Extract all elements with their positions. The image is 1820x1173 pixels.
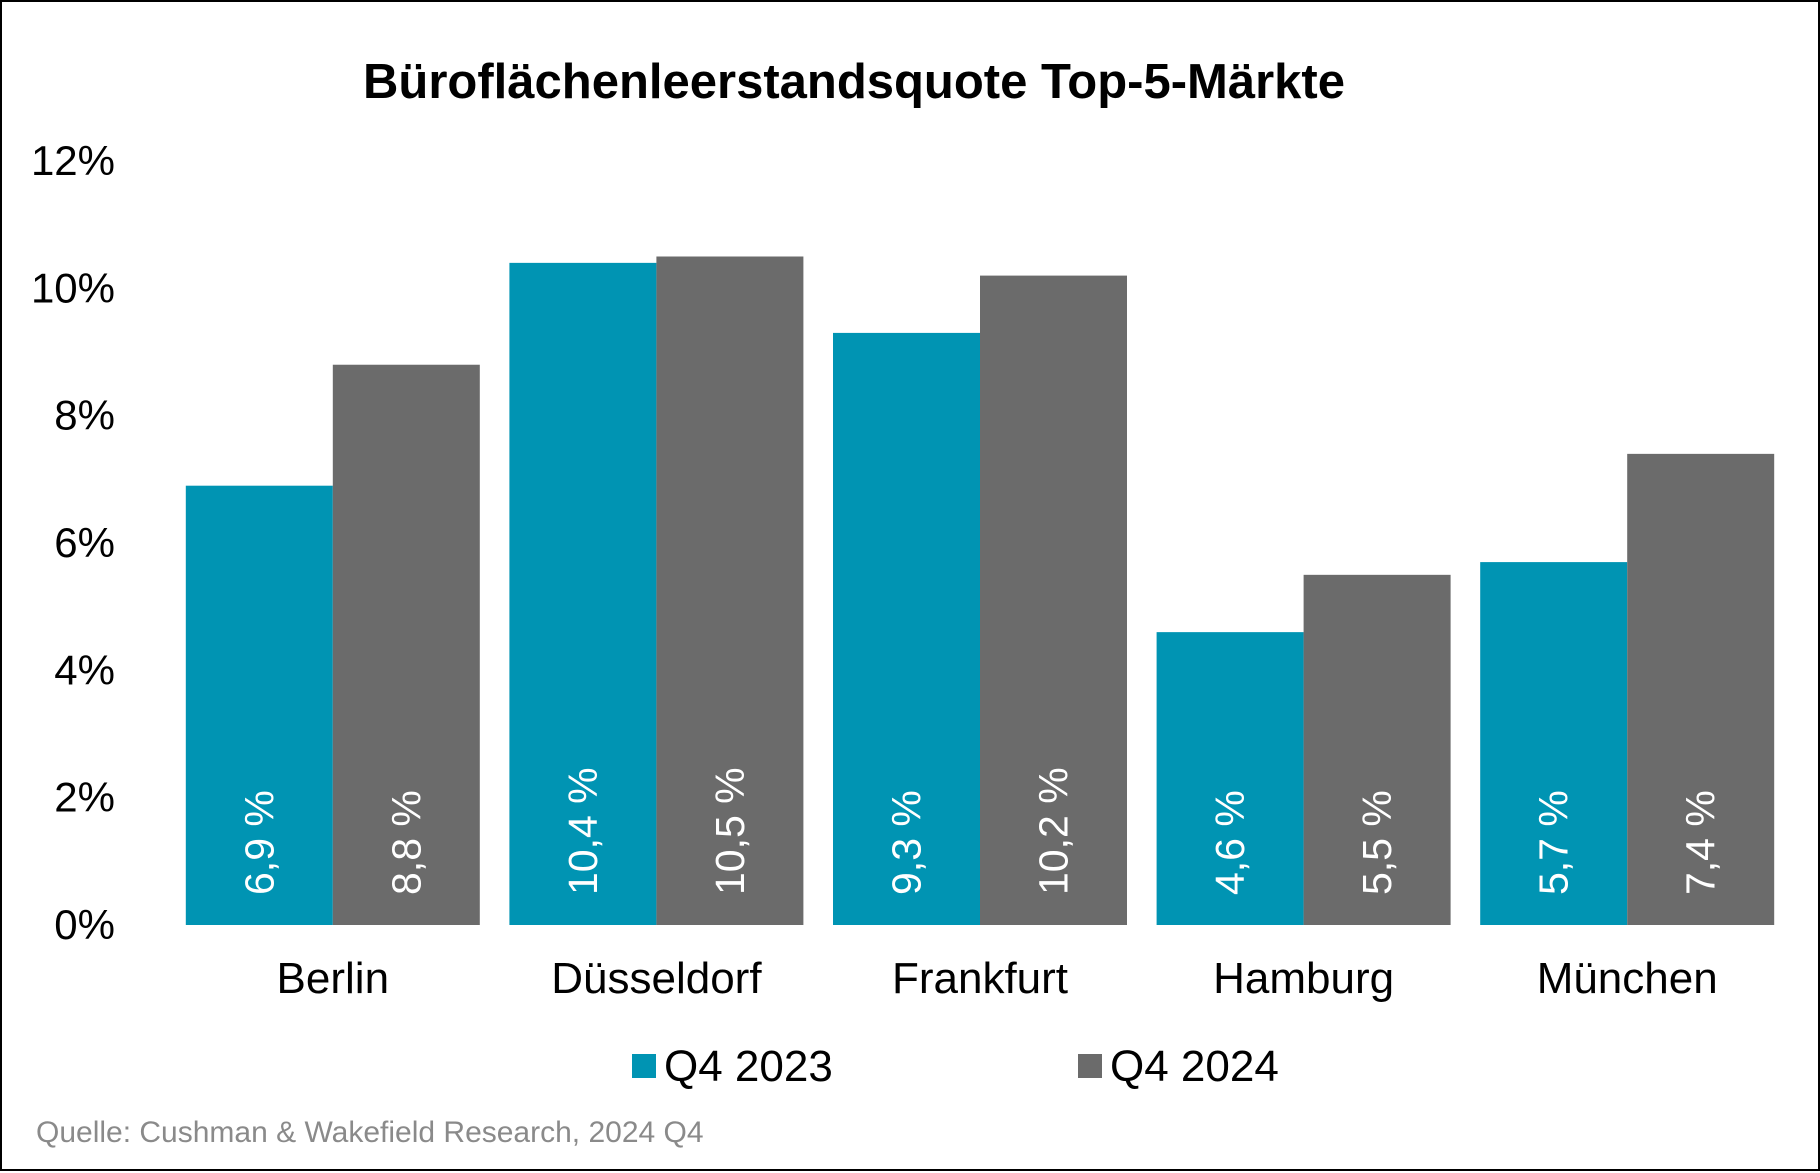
bar-düsseldorf-q4-2023: [509, 262, 657, 925]
y-tick-label: 2%: [54, 774, 115, 821]
data-label: 7,4 %: [1678, 790, 1724, 895]
category-label: Düsseldorf: [551, 954, 762, 1003]
legend-swatch: [632, 1054, 656, 1078]
bar-hamburg-q4-2024: [1303, 574, 1451, 925]
data-label: 10,4 %: [560, 767, 606, 895]
y-tick-label: 6%: [54, 519, 115, 566]
data-label: 9,3 %: [884, 790, 930, 895]
data-label: 4,6 %: [1207, 790, 1253, 895]
bar-münchen-q4-2023: [1480, 562, 1628, 925]
bar-münchen-q4-2024: [1627, 453, 1775, 925]
data-label: 10,2 %: [1031, 767, 1077, 895]
legend: Q4 2023 Q4 2024: [632, 1042, 1279, 1091]
y-tick-label: 4%: [54, 646, 115, 693]
legend-label: Q4 2024: [1110, 1042, 1279, 1091]
data-label: 5,7 %: [1531, 790, 1577, 895]
bar-frankfurt-q4-2024: [980, 275, 1127, 926]
y-tick-label: 8%: [54, 392, 115, 439]
category-label: Hamburg: [1213, 954, 1394, 1003]
x-axis: Berlin Düsseldorf Frankfurt Hamburg München: [277, 954, 1718, 1003]
legend-swatch: [1078, 1054, 1102, 1078]
data-label: 6,9 %: [236, 790, 282, 895]
bars-group: [185, 256, 1775, 926]
legend-label: Q4 2023: [664, 1042, 833, 1091]
y-tick-label: 12%: [31, 137, 115, 184]
bar-düsseldorf-q4-2024: [656, 256, 804, 925]
category-label: München: [1537, 954, 1718, 1003]
bar-berlin-q4-2023: [185, 485, 333, 925]
bar-berlin-q4-2024: [332, 364, 480, 925]
data-labels-group: 6,9 % 8,8 % 10,4 % 10,5 % 9,3 % 10,2 % 4,6 % 5,…: [236, 767, 1723, 895]
data-label: 8,8 %: [383, 790, 429, 895]
chart-title: Büroflächenleerstandsquote Top-5-Märkte: [363, 55, 1345, 109]
source-note: Quelle: Cushman & Wakefield Research, 20…: [36, 1116, 704, 1149]
category-label: Berlin: [277, 954, 390, 1003]
category-label: Frankfurt: [892, 954, 1068, 1003]
data-label: 10,5 %: [707, 767, 753, 895]
y-tick-label: 0%: [54, 901, 115, 948]
data-label: 5,5 %: [1354, 790, 1400, 895]
y-axis: 0% 2% 4% 6% 8% 10% 12%: [31, 137, 115, 948]
bar-frankfurt-q4-2023: [833, 332, 980, 925]
bar-hamburg-q4-2023: [1156, 632, 1304, 925]
y-tick-label: 10%: [31, 264, 115, 311]
